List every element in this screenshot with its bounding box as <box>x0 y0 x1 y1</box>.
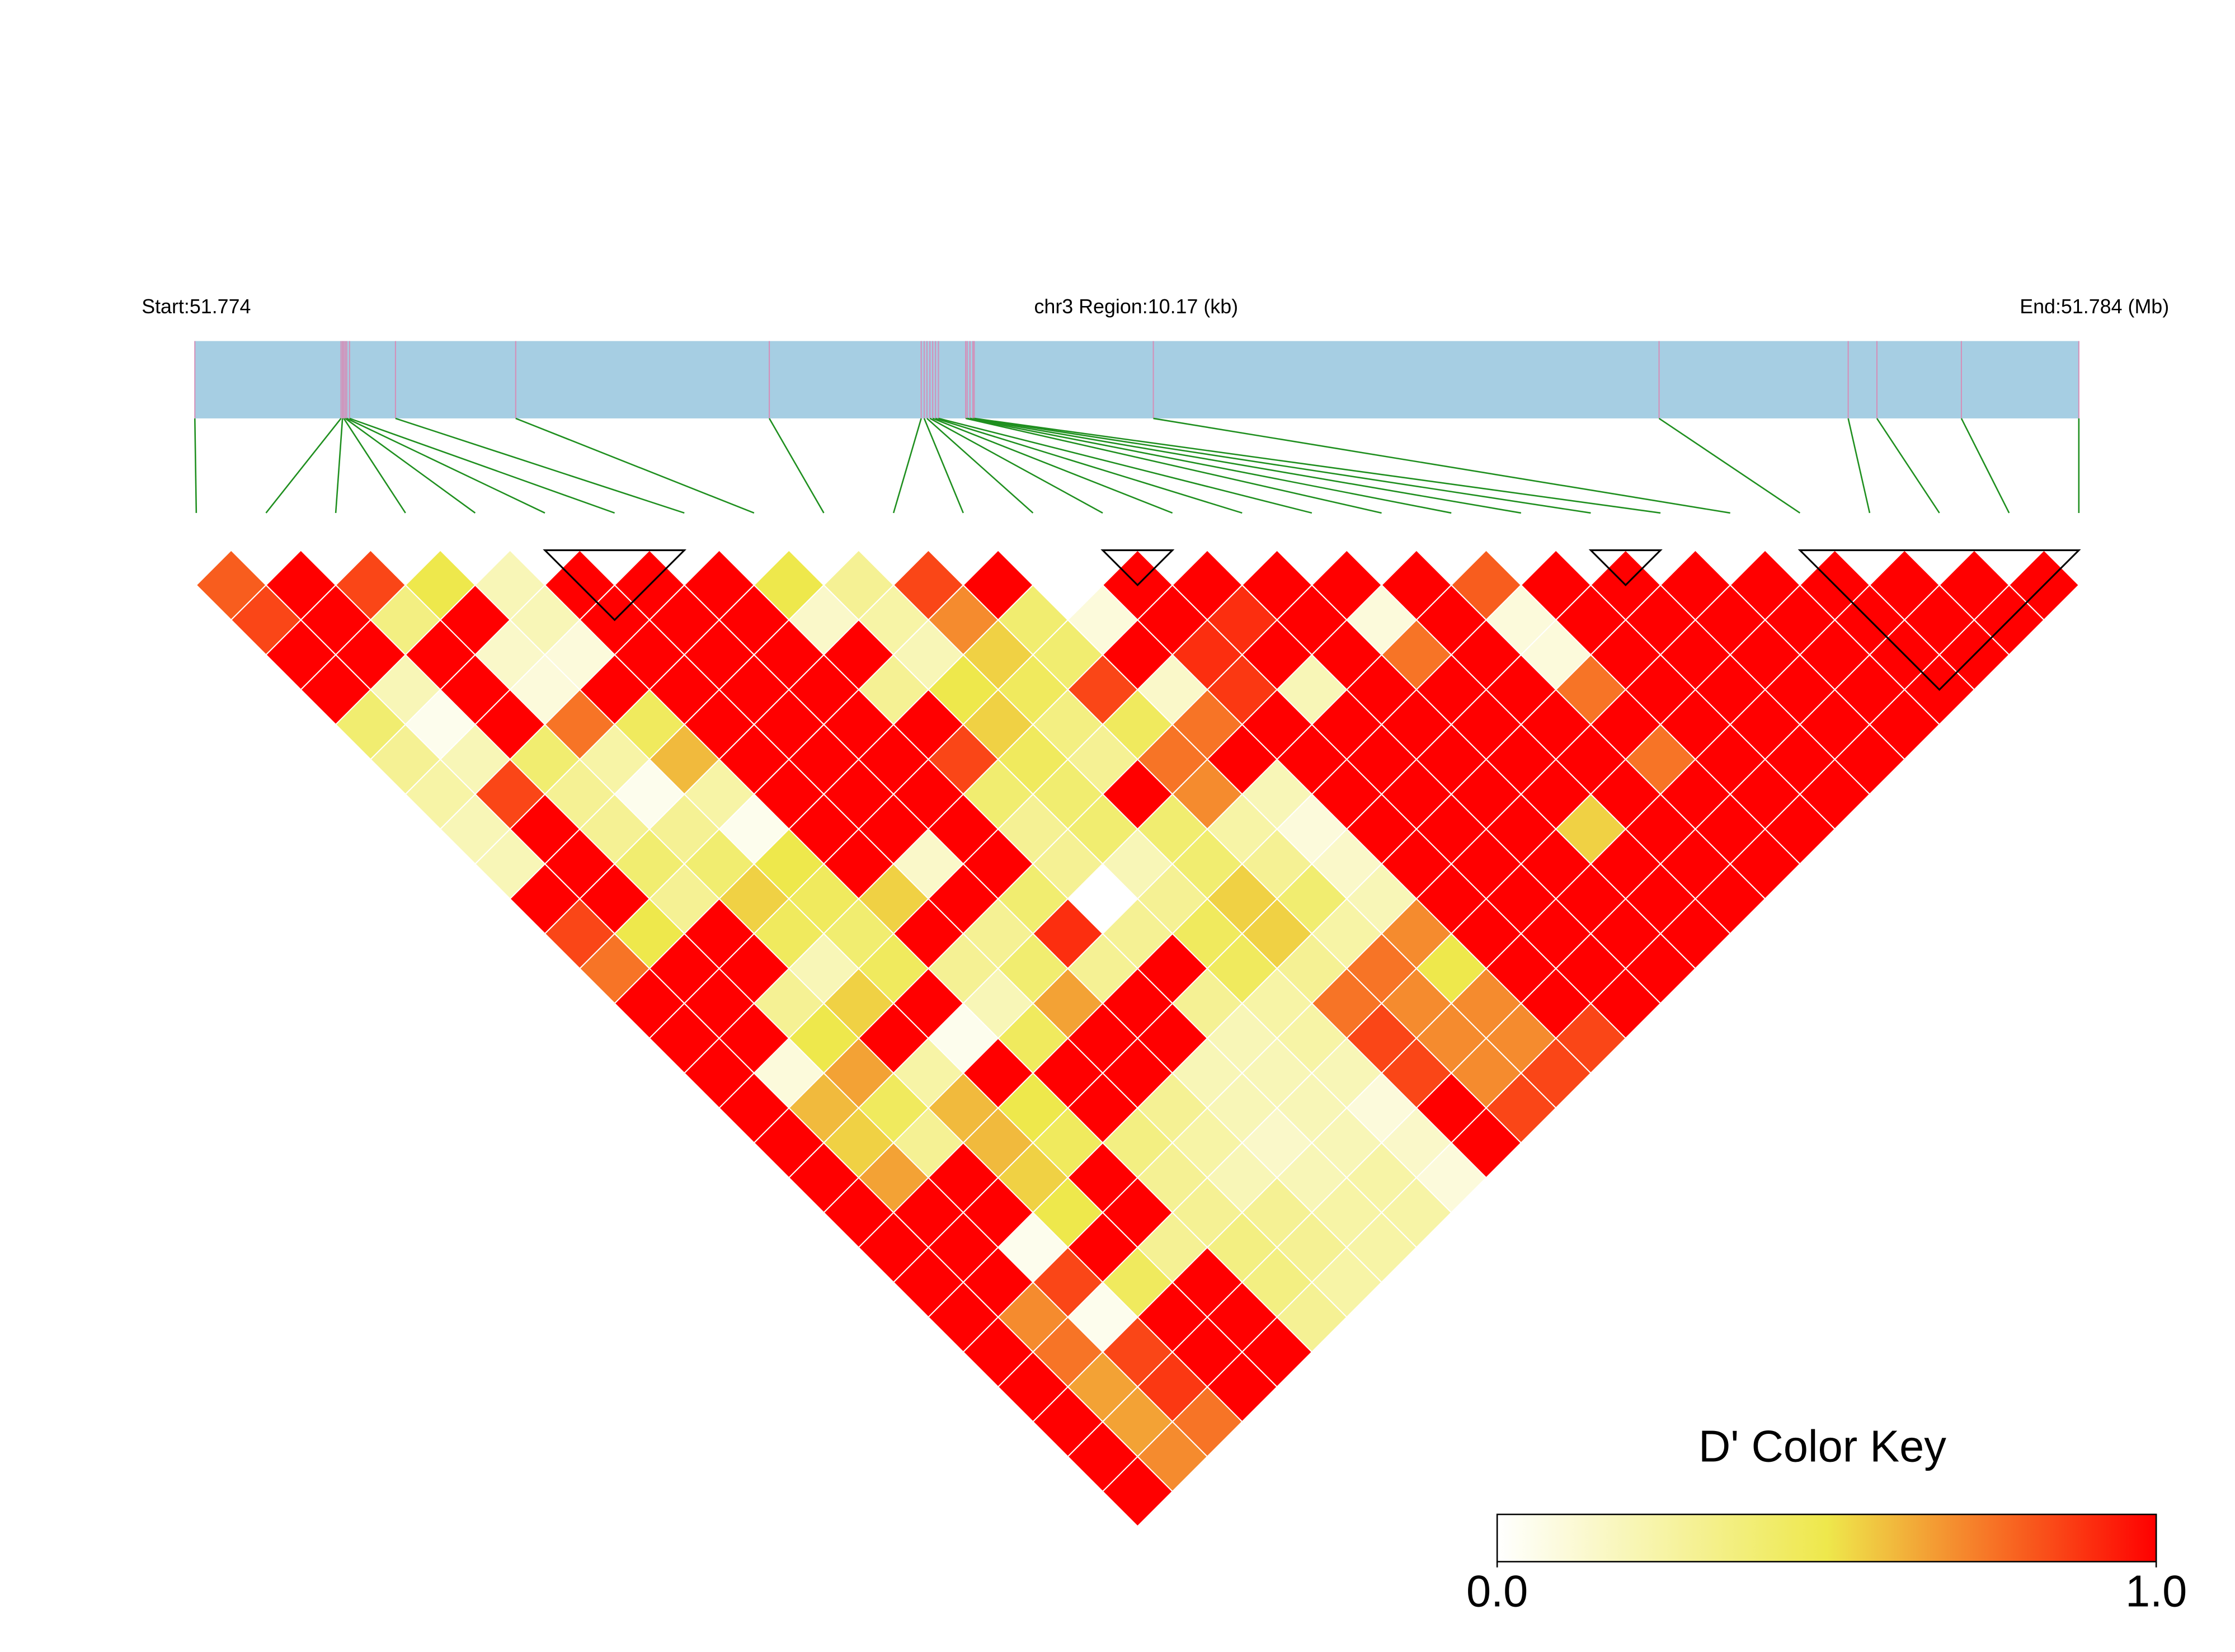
snp-connector <box>1960 418 2010 514</box>
region-bar <box>195 341 2079 418</box>
snp-connector <box>892 418 922 514</box>
ld-block <box>1100 549 1175 587</box>
snp-connector <box>938 417 1312 514</box>
snp-connector <box>967 417 1452 514</box>
snp-connector <box>926 417 1034 514</box>
snp-connector <box>1847 418 1871 514</box>
snp-connector <box>346 417 545 514</box>
region-label: chr3 Region:10.17 (kb) <box>1034 295 1238 318</box>
snp-connector <box>923 418 964 514</box>
snp-connector <box>769 418 825 514</box>
key-tick-label: 0.0 <box>1466 1566 1528 1616</box>
snp-connector <box>194 418 197 513</box>
snp-connector <box>932 417 1173 514</box>
snp-connector <box>345 417 476 514</box>
ld-block <box>1798 549 2081 691</box>
snp-connector <box>972 417 1591 514</box>
ld-block <box>543 549 686 622</box>
snp-connector <box>1658 417 1801 514</box>
end-label: End:51.784 (Mb) <box>2020 295 2169 318</box>
snp-connector <box>265 418 342 514</box>
snp-connector <box>935 417 1243 514</box>
snp-connector <box>335 418 344 514</box>
start-label: Start:51.774 <box>142 295 251 318</box>
snp-connector <box>1153 417 1730 514</box>
snp-connector <box>929 417 1103 514</box>
snp-connector <box>343 418 406 514</box>
snp-connector <box>515 417 755 514</box>
snp-connector <box>395 417 685 514</box>
snp-connector <box>1876 418 1940 514</box>
legend-title: D' Color Key <box>1698 1422 1946 1471</box>
ld-block <box>1588 549 1663 587</box>
snp-connector <box>974 417 1661 514</box>
color-key <box>1496 1513 2157 1562</box>
snp-connector <box>349 417 615 514</box>
snp-connector <box>965 417 1382 514</box>
ld-cell <box>1102 1456 1174 1527</box>
key-tick-label: 1.0 <box>2125 1566 2187 1616</box>
snp-connector <box>970 417 1522 514</box>
